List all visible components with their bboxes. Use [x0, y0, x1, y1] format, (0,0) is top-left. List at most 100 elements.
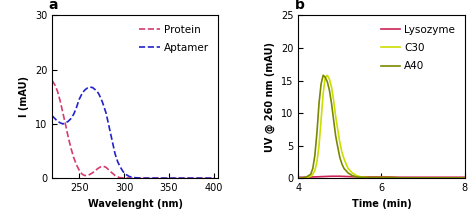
Y-axis label: UV @ 260 nm (mAU): UV @ 260 nm (mAU) — [265, 42, 275, 152]
Lysozyme — [312, 176, 318, 178]
Aptamer — [120, 170, 126, 173]
A40 — [333, 135, 338, 137]
Aptamer — [184, 177, 190, 180]
Aptamer — [175, 177, 181, 180]
A40 — [399, 177, 405, 179]
Protein — [63, 124, 68, 126]
Lysozyme — [387, 176, 392, 178]
A40 — [387, 176, 392, 179]
Protein — [103, 166, 109, 169]
Aptamer — [55, 120, 60, 123]
Protein — [98, 165, 103, 168]
A40 — [379, 176, 384, 179]
C30 — [325, 74, 330, 77]
Aptamer — [211, 177, 217, 180]
Protein — [148, 177, 154, 180]
Line: Lysozyme: Lysozyme — [298, 176, 465, 177]
Line: Protein: Protein — [52, 81, 214, 178]
A40 — [318, 82, 324, 85]
Aptamer — [132, 176, 137, 179]
C30 — [441, 177, 447, 179]
A40 — [441, 177, 447, 179]
C30 — [335, 128, 341, 131]
Lysozyme — [304, 176, 310, 179]
C30 — [339, 151, 345, 154]
Aptamer — [148, 177, 154, 180]
A40 — [308, 173, 314, 176]
Legend: Lysozyme, C30, A40: Lysozyme, C30, A40 — [377, 21, 459, 76]
Lysozyme — [337, 175, 343, 178]
Aptamer — [118, 166, 123, 169]
Line: A40: A40 — [298, 75, 465, 178]
Aptamer — [127, 175, 132, 178]
Protein — [92, 169, 98, 172]
Lysozyme — [412, 176, 418, 179]
Lysozyme — [354, 176, 359, 178]
Line: Aptamer: Aptamer — [52, 87, 214, 178]
C30 — [328, 86, 334, 88]
C30 — [312, 169, 318, 172]
C30 — [345, 167, 351, 170]
Lysozyme — [379, 176, 384, 178]
Protein — [68, 147, 74, 150]
Line: C30: C30 — [298, 75, 465, 178]
Aptamer — [60, 123, 66, 125]
Aptamer — [166, 177, 172, 180]
A40 — [374, 176, 380, 179]
C30 — [462, 177, 467, 179]
C30 — [295, 177, 301, 180]
Aptamer — [98, 97, 103, 99]
Aptamer — [57, 121, 63, 124]
C30 — [358, 176, 364, 178]
X-axis label: Wavelenght (nm): Wavelenght (nm) — [88, 199, 183, 209]
Aptamer — [79, 93, 85, 95]
C30 — [304, 176, 310, 179]
Aptamer — [103, 112, 109, 114]
Protein — [211, 177, 217, 180]
Protein — [82, 174, 87, 177]
Aptamer — [87, 86, 93, 88]
Protein — [71, 156, 77, 159]
Aptamer — [139, 177, 145, 180]
A40 — [349, 174, 355, 177]
C30 — [320, 92, 326, 95]
C30 — [362, 176, 368, 179]
Lysozyme — [328, 175, 334, 178]
A40 — [420, 177, 426, 179]
A40 — [300, 177, 305, 179]
Protein — [49, 79, 55, 82]
Aptamer — [100, 101, 105, 104]
C30 — [316, 144, 322, 147]
Protein — [76, 169, 82, 171]
Protein — [95, 167, 101, 170]
Protein — [90, 171, 95, 174]
C30 — [308, 175, 314, 178]
Aptamer — [76, 98, 82, 101]
Aptamer — [92, 88, 98, 91]
C30 — [399, 177, 405, 179]
Aptamer — [68, 117, 74, 120]
Lysozyme — [370, 176, 376, 178]
A40 — [304, 176, 310, 178]
Aptamer — [101, 106, 107, 109]
C30 — [354, 174, 359, 177]
Aptamer — [94, 90, 100, 93]
Aptamer — [90, 86, 95, 89]
C30 — [337, 141, 343, 144]
C30 — [366, 176, 372, 179]
Legend: Protein, Aptamer: Protein, Aptamer — [135, 21, 213, 57]
Aptamer — [115, 161, 120, 163]
Text: b: b — [295, 0, 305, 12]
A40 — [295, 177, 301, 180]
Lysozyme — [428, 176, 434, 179]
Lysozyme — [462, 176, 467, 179]
Lysozyme — [453, 176, 459, 179]
Protein — [100, 165, 106, 168]
Protein — [60, 112, 66, 114]
C30 — [327, 78, 332, 81]
Aptamer — [202, 177, 208, 180]
C30 — [322, 76, 328, 79]
C30 — [370, 176, 376, 179]
Protein — [55, 90, 60, 93]
Protein — [52, 84, 58, 86]
